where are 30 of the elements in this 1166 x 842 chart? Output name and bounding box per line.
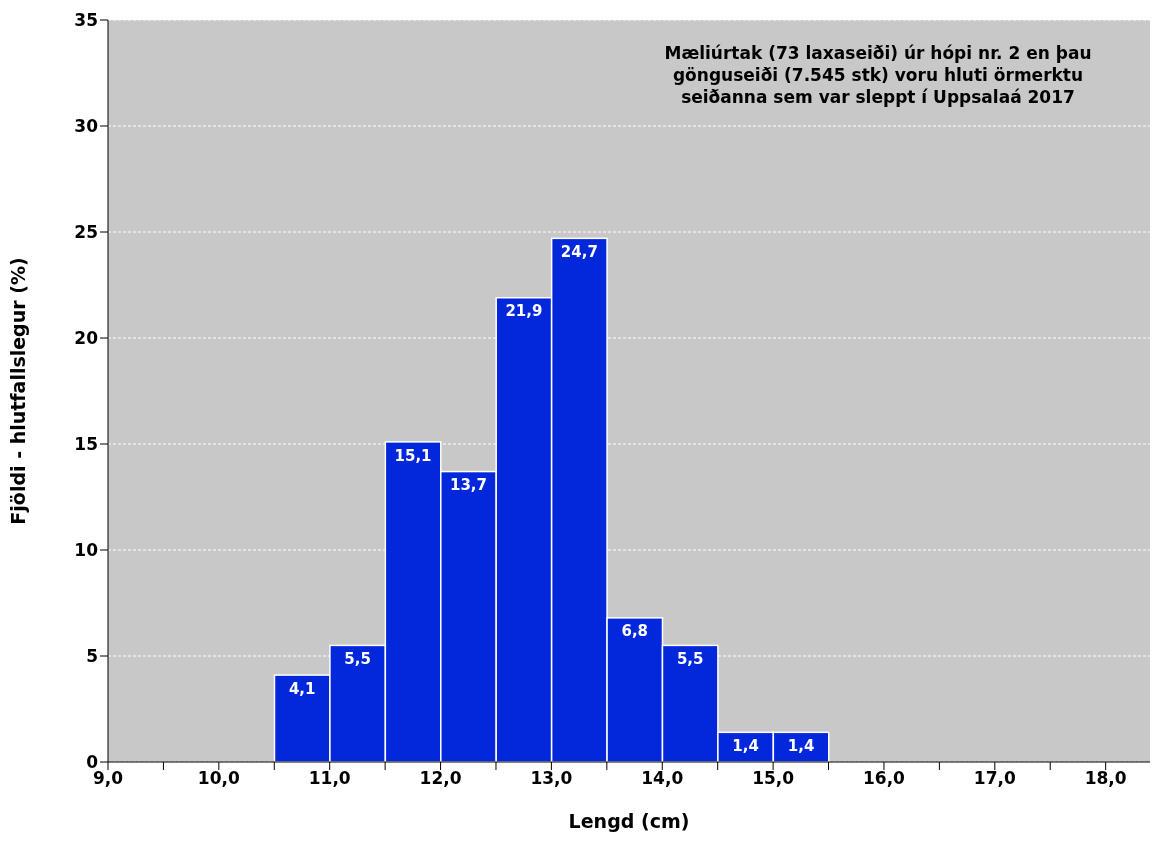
data-label: 1,4 <box>732 736 759 755</box>
x-axis-title: Lengd (cm) <box>568 810 690 832</box>
x-tick-label: 12,0 <box>419 768 462 789</box>
data-label: 5,5 <box>344 650 371 669</box>
data-label: 24,7 <box>560 243 598 262</box>
data-label: 5,5 <box>676 650 704 669</box>
annotation: Mæliúrtak (73 laxaseiði) úr hópi nr. 2 en þau gönguseiði (7.545 stk) voru hluti örmerktu seiðanna sem var sleppt í Uppsalaá 2017 <box>663 42 1093 109</box>
y-tick-label: 25 <box>74 222 98 243</box>
y-tick-label: 10 <box>74 540 99 561</box>
x-tick-label: 9,0 <box>92 768 124 789</box>
y-tick-label: 5 <box>86 646 98 667</box>
y-tick-label: 35 <box>74 10 98 31</box>
y-tick-label: 30 <box>74 116 99 137</box>
x-tick-label: 17,0 <box>973 768 1016 789</box>
data-label: 15,1 <box>394 446 432 465</box>
x-tick-label: 10,0 <box>197 768 240 789</box>
y-tick-label: 20 <box>74 328 99 349</box>
data-label: 1,4 <box>787 736 815 755</box>
y-tick-label: 15 <box>74 434 98 455</box>
x-tick-label: 11,0 <box>308 768 351 789</box>
data-label: 21,9 <box>505 302 543 321</box>
data-label: 4,1 <box>288 679 316 698</box>
x-tick-label: 16,0 <box>862 768 906 789</box>
x-tick-label: 14,0 <box>641 768 684 789</box>
x-tick-label: 13,0 <box>530 768 573 789</box>
data-label: 13,7 <box>449 476 487 495</box>
y-axis-title: Fjöldi - hlutfallslegur (%) <box>6 257 29 525</box>
x-tick-label: 15,0 <box>752 768 795 789</box>
data-label: 6,8 <box>621 622 649 641</box>
x-tick-label: 18,0 <box>1084 768 1127 789</box>
